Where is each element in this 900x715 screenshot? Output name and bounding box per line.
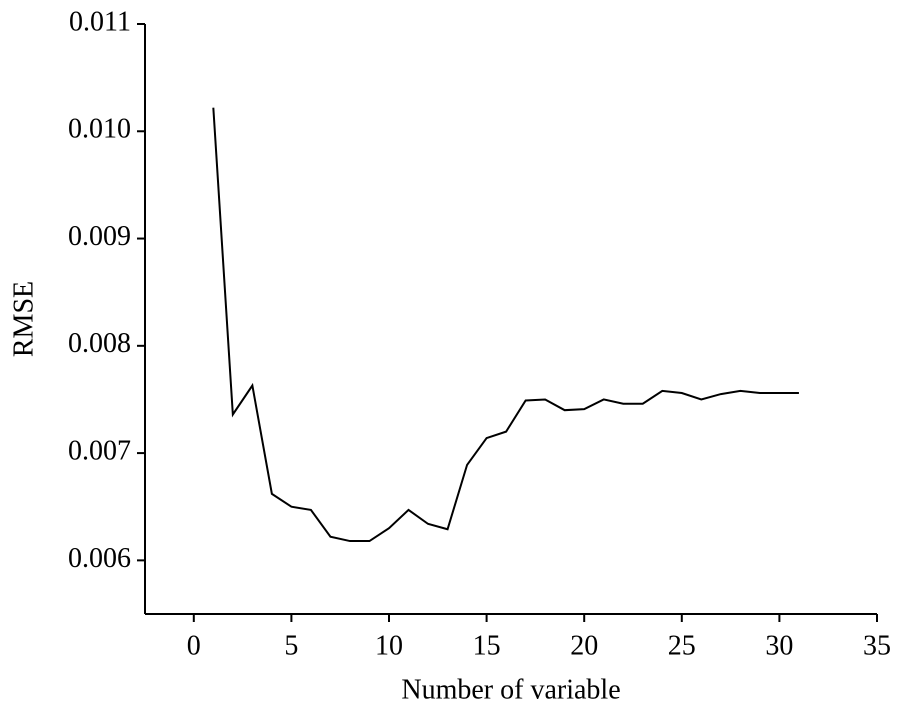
x-tick-label: 30 [765,630,793,661]
line [212,107,799,543]
y-tick-label: 0.006 [68,543,131,574]
x-tick-label: 10 [375,630,403,661]
x-tick-label: 20 [570,630,598,661]
y-tick-label: 0.008 [68,328,131,359]
x-tick-label: 5 [284,630,298,661]
y-tick-label: 0.010 [68,114,131,145]
x-axis-label: Number of variable [401,674,620,705]
x-tick-label: 35 [863,630,891,661]
x-tick-label: 0 [187,630,201,661]
x-tick-label: 15 [473,630,501,661]
y-tick-label: 0.007 [68,436,131,467]
x-tick-label: 25 [668,630,696,661]
y-tick-label: 0.011 [69,6,131,37]
y-axis-label: RMSE [8,281,39,357]
y-tick-label: 0.009 [68,221,131,252]
